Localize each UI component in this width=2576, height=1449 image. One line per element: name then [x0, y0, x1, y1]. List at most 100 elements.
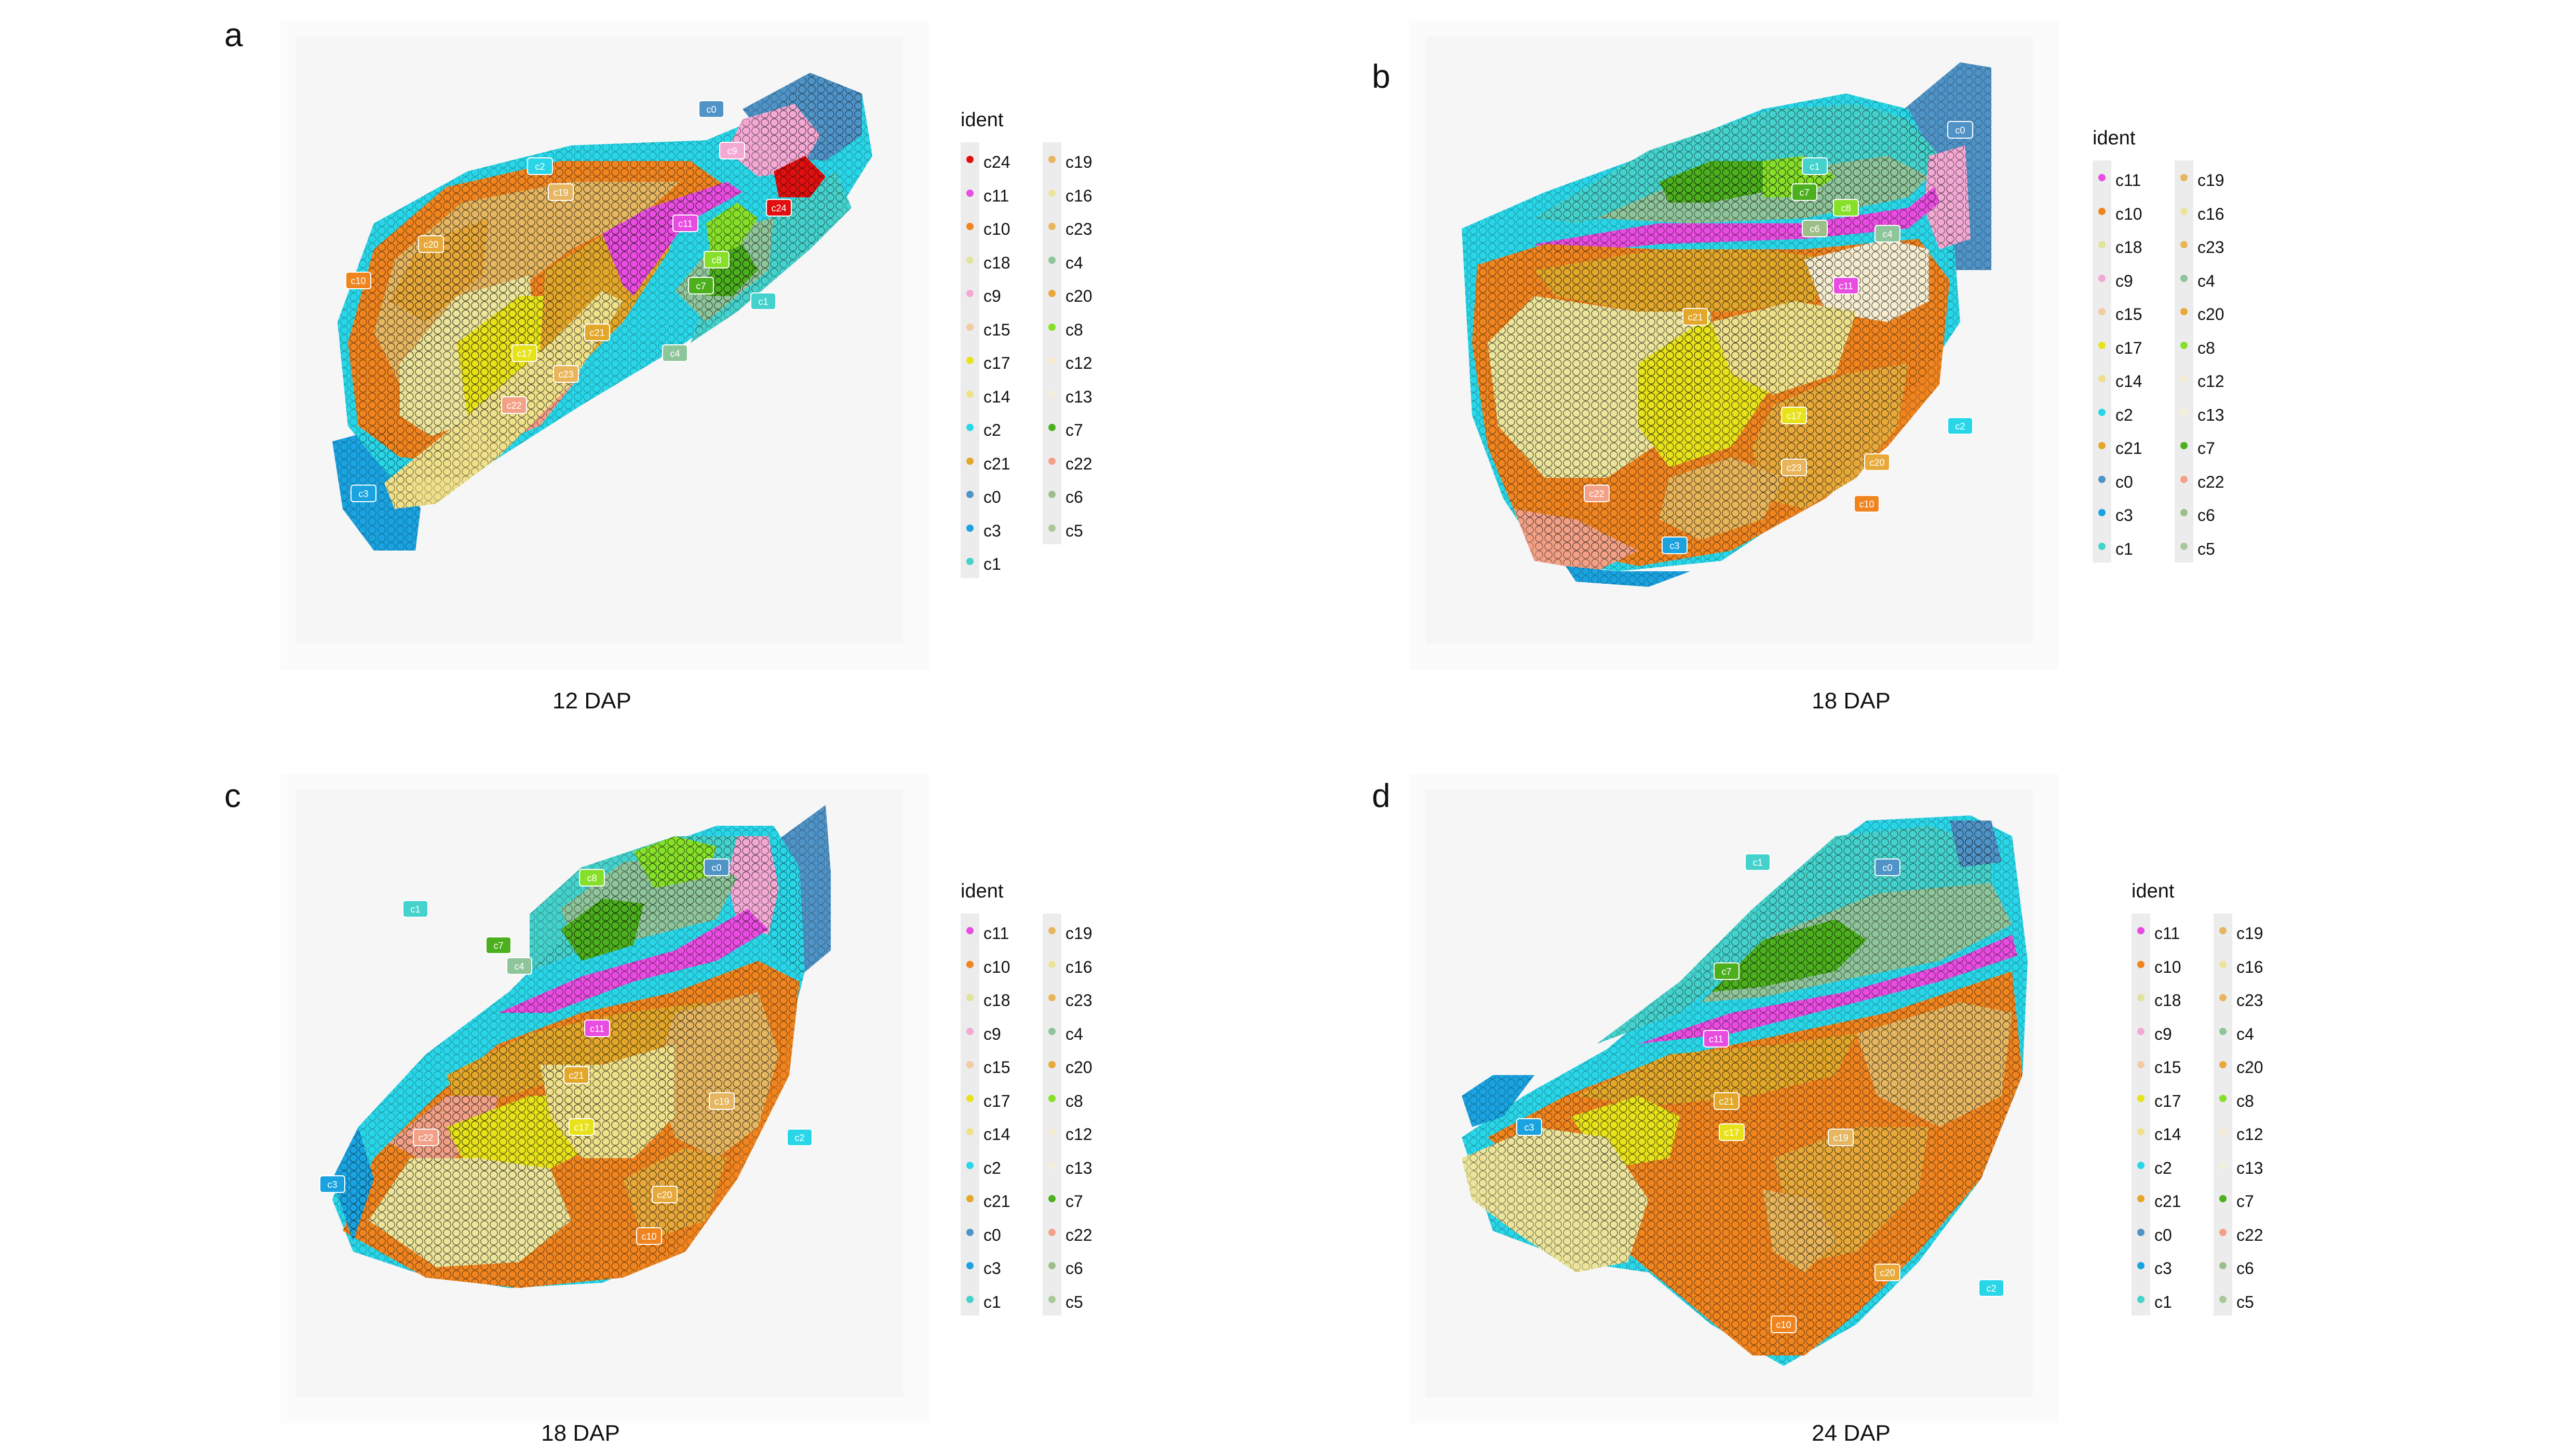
legend-swatch [2098, 174, 2106, 181]
legend-label: c20 [2236, 1058, 2263, 1077]
panel-caption: 18 DAP [541, 1420, 620, 1446]
legend-swatch [966, 1262, 974, 1269]
legend-label: c1 [983, 1292, 1001, 1311]
legend-label: c1 [2154, 1292, 2172, 1311]
cluster-label-c2: c2 [527, 157, 553, 175]
cluster-label-c19: c19 [548, 183, 574, 201]
legend-swatch [2219, 1295, 2227, 1303]
legend-label: c6 [1066, 1259, 1083, 1278]
legend-swatch [966, 994, 974, 1001]
label-box [345, 272, 371, 289]
spot-texture [1638, 935, 2017, 1044]
label-box [750, 292, 776, 310]
label-text: c11 [1709, 1034, 1723, 1044]
spot-texture [389, 1096, 498, 1169]
label-text: c2 [1955, 421, 1965, 432]
label-text: c23 [558, 369, 573, 380]
label-text: c3 [358, 489, 368, 499]
legend-swatch [1048, 424, 1056, 431]
cluster-label-c17: c17 [511, 344, 537, 362]
label-box [719, 142, 745, 159]
legend-swatch [966, 424, 974, 431]
legend-label: c8 [1066, 320, 1083, 339]
cluster-label-c0: c0 [1947, 121, 1973, 139]
label-box [350, 485, 376, 502]
legend-label: c14 [2154, 1125, 2181, 1144]
legend-label: c20 [2197, 305, 2224, 324]
label-text: c3 [1669, 541, 1679, 551]
cluster-label-c4: c4 [1874, 225, 1900, 243]
legend-swatch [2098, 341, 2106, 349]
label-box [1833, 277, 1859, 294]
label-box [1828, 1129, 1854, 1146]
label-box [1802, 220, 1828, 237]
label-box [418, 235, 444, 253]
legend-swatch [1048, 524, 1056, 532]
cluster-label-c21: c21 [1714, 1092, 1739, 1110]
legend-label: c11 [2115, 171, 2141, 190]
legend-label: c0 [2115, 472, 2133, 491]
legend-label: c4 [1066, 1024, 1083, 1043]
label-text: c21 [1719, 1096, 1734, 1107]
label-text: c3 [1524, 1122, 1534, 1133]
legend-label: c5 [2236, 1292, 2254, 1311]
legend-swatch [966, 1128, 974, 1135]
cluster-label-c8: c8 [1833, 199, 1859, 217]
label-box [584, 324, 610, 341]
legend-title: ident [2132, 880, 2175, 902]
legend-label: c6 [2197, 506, 2215, 525]
label-box [709, 1092, 735, 1110]
legend-label: c7 [1066, 421, 1083, 439]
legend-swatch [1048, 189, 1056, 197]
legend-swatch [1048, 1094, 1056, 1102]
spot-texture [1950, 821, 2002, 867]
cluster-label-c20: c20 [1874, 1264, 1900, 1281]
legend-swatch [1048, 290, 1056, 297]
legend-swatch [2219, 927, 2227, 934]
label-text: c20 [657, 1190, 672, 1200]
label-box [1584, 485, 1610, 502]
legend-swatch [2180, 207, 2188, 215]
legend-label: c8 [2236, 1091, 2254, 1110]
legend-swatch [1048, 1061, 1056, 1068]
legend-label: c13 [1066, 387, 1093, 406]
legend-swatch [2180, 274, 2188, 282]
spot-texture [1462, 1075, 1534, 1127]
cluster-label-c21: c21 [584, 324, 610, 341]
spot-texture [369, 1158, 571, 1267]
legend-label: c6 [2236, 1259, 2254, 1278]
cluster-label-c20: c20 [1864, 453, 1890, 471]
label-box [569, 1118, 595, 1136]
legend-swatch [2137, 1161, 2145, 1169]
legend-label: c2 [983, 421, 1001, 439]
cluster-label-c7: c7 [1791, 183, 1817, 201]
label-text: c0 [1955, 125, 1965, 136]
legend-swatch [1048, 256, 1056, 264]
legend-label: c13 [1066, 1158, 1093, 1177]
legend-column [1043, 142, 1061, 544]
legend-label: c19 [2236, 924, 2263, 943]
cluster-label-c22: c22 [501, 396, 527, 414]
legend-swatch [2219, 1228, 2227, 1236]
spatial-map: c1 c8 c0 c7 c4 c11 c21 c22 c17 c19 c2 c3 c20 c10 [280, 774, 929, 1423]
legend-swatch [2219, 1195, 2227, 1202]
legend-label: c10 [2154, 957, 2181, 976]
legend-label: c18 [2115, 238, 2142, 257]
cluster-label-c19: c19 [709, 1092, 735, 1110]
legend-label: c3 [983, 1259, 1001, 1278]
legend-label: c9 [983, 287, 1001, 305]
legend-swatch [2137, 1262, 2145, 1269]
label-box [485, 936, 511, 954]
label-text: c8 [587, 873, 597, 883]
legend-swatch [966, 290, 974, 297]
legend-label: c8 [2197, 338, 2215, 357]
legend-swatch [2219, 1027, 2227, 1035]
cluster-label-c23: c23 [553, 365, 579, 383]
cluster-label-c7: c7 [485, 936, 511, 954]
legend-label: c13 [2197, 405, 2224, 424]
legend-swatch [2137, 1094, 2145, 1102]
spot-texture [602, 182, 743, 296]
legend-swatch [2098, 375, 2106, 382]
legend-label: c5 [1066, 521, 1083, 540]
label-box [413, 1129, 439, 1146]
